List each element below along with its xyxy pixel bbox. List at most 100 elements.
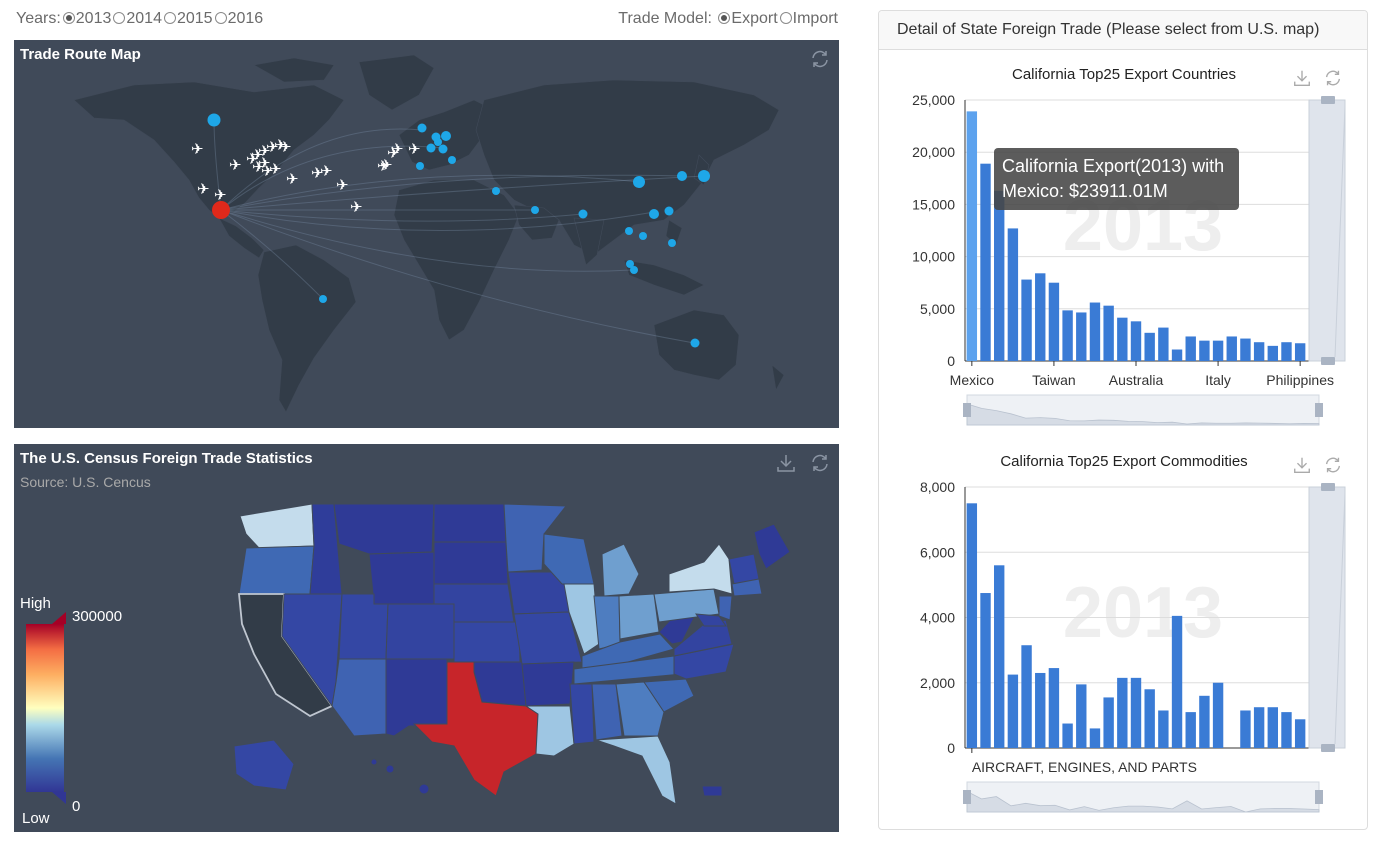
bar[interactable]	[1130, 321, 1142, 361]
bar[interactable]	[1240, 338, 1251, 361]
state-maine[interactable]	[753, 523, 791, 570]
bar[interactable]	[1144, 689, 1155, 748]
bar[interactable]	[980, 593, 991, 748]
point-europe[interactable]	[434, 138, 442, 146]
bar[interactable]	[1048, 282, 1060, 361]
bar[interactable]	[1007, 674, 1019, 748]
year-option-2013[interactable]: 2013	[61, 10, 111, 27]
state-arizona[interactable]	[331, 658, 387, 737]
refresh-icon[interactable]	[809, 48, 831, 70]
state-louisiana[interactable]	[524, 705, 575, 757]
state-colorado[interactable]	[385, 603, 455, 660]
model-option-import[interactable]: Import	[778, 10, 838, 27]
bar[interactable]	[1103, 305, 1114, 361]
bar[interactable]	[1007, 228, 1019, 361]
bar[interactable]	[1212, 682, 1224, 748]
bar[interactable]	[1076, 684, 1087, 748]
state-mississippi[interactable]	[569, 683, 595, 745]
year-option-2014[interactable]: 2014	[111, 10, 162, 27]
bar[interactable]	[994, 190, 1005, 361]
bar[interactable]	[1089, 728, 1101, 748]
bar[interactable]	[980, 163, 991, 361]
bar[interactable]	[1294, 343, 1306, 361]
point-australia[interactable]	[690, 338, 700, 348]
state-maryland[interactable]	[695, 613, 727, 627]
state-north-dakota[interactable]	[433, 503, 507, 543]
territory-puerto-rico[interactable]	[701, 785, 723, 797]
countries-bar-chart[interactable]: 201305,00010,00015,00020,00025,000Mexico…	[879, 88, 1369, 433]
world-map[interactable]: ✈✈ ✈ ✈✈✈ ✈✈✈ ✈✈✈ ✈✈✈ ✈✈✈ ✈ ✈✈ ✈✈ ✈	[14, 40, 839, 428]
bar[interactable]	[1199, 340, 1210, 361]
download-icon[interactable]	[1292, 68, 1314, 90]
bar[interactable]	[1076, 312, 1087, 361]
bar[interactable]	[1089, 302, 1101, 361]
model-option-export[interactable]: Export	[716, 10, 778, 27]
vertical-zoom-slider[interactable]	[1308, 99, 1346, 362]
zoom-handle[interactable]	[1321, 483, 1335, 491]
state-virginia[interactable]	[673, 619, 733, 657]
bar[interactable]	[1199, 695, 1210, 748]
bar[interactable]	[1021, 279, 1032, 361]
bar[interactable]	[1240, 710, 1251, 748]
state-michigan[interactable]	[601, 543, 640, 597]
radio-icon[interactable]	[163, 12, 176, 24]
bar[interactable]	[1158, 327, 1169, 361]
bar[interactable]	[1171, 615, 1183, 748]
vertical-zoom-slider[interactable]	[1308, 486, 1346, 749]
state-south-dakota[interactable]	[433, 541, 509, 585]
zoom-handle[interactable]	[1315, 403, 1323, 417]
zoom-handle[interactable]	[963, 403, 971, 417]
state-new-york[interactable]	[668, 543, 733, 595]
us-trade-map-panel[interactable]: The U.S. Census Foreign Trade Statistics…	[14, 444, 839, 832]
bar[interactable]	[1226, 336, 1237, 361]
point-europe[interactable]	[417, 123, 427, 133]
state-georgia[interactable]	[615, 681, 665, 737]
origin-point-california[interactable]	[212, 201, 230, 219]
bar[interactable]	[1130, 677, 1142, 748]
point-singapore[interactable]	[630, 266, 638, 274]
state-alabama[interactable]	[591, 683, 623, 741]
point-europe[interactable]	[448, 156, 456, 164]
download-icon[interactable]	[775, 452, 797, 474]
point-canada[interactable]	[207, 113, 221, 127]
radio-icon[interactable]	[62, 12, 75, 24]
bar[interactable]	[1185, 712, 1196, 748]
state-oregon[interactable]	[238, 545, 315, 595]
commodities-bar-chart[interactable]: 2013 0 2,000 4,000 6,000 8,000 AIRCRAFT, ENGIN…	[879, 475, 1369, 820]
bar[interactable]	[966, 111, 978, 361]
state-texas[interactable]	[412, 661, 539, 797]
state-hawaii[interactable]	[418, 783, 430, 795]
point-europe[interactable]	[441, 131, 451, 141]
bar[interactable]	[1294, 719, 1306, 748]
bar[interactable]	[1253, 342, 1265, 361]
zoom-handle[interactable]	[963, 790, 971, 804]
state-minnesota[interactable]	[503, 503, 568, 573]
point-vietnam[interactable]	[625, 227, 633, 235]
state-hawaii[interactable]	[385, 764, 395, 774]
point-israel[interactable]	[492, 187, 500, 195]
radio-icon[interactable]	[113, 12, 126, 24]
state-hawaii[interactable]	[370, 758, 378, 766]
bar[interactable]	[966, 503, 978, 748]
point-malaysia[interactable]	[626, 260, 634, 268]
refresh-icon[interactable]	[1323, 68, 1345, 90]
state-idaho[interactable]	[309, 503, 343, 595]
bar[interactable]	[1267, 707, 1278, 748]
point-china[interactable]	[633, 176, 645, 188]
zoom-handle[interactable]	[1321, 96, 1335, 104]
point-thailand[interactable]	[639, 232, 647, 240]
state-florida[interactable]	[595, 735, 677, 805]
radio-icon[interactable]	[718, 12, 731, 24]
state-wyoming[interactable]	[368, 551, 435, 605]
bar[interactable]	[1062, 310, 1073, 361]
state-alaska[interactable]	[233, 739, 295, 791]
point-taiwan[interactable]	[664, 206, 674, 216]
radio-icon[interactable]	[214, 12, 227, 24]
point-europe[interactable]	[426, 143, 436, 153]
point-korea[interactable]	[677, 171, 687, 181]
refresh-icon[interactable]	[809, 452, 831, 474]
point-hongkong[interactable]	[649, 209, 659, 219]
point-india[interactable]	[578, 209, 588, 219]
point-japan[interactable]	[698, 170, 710, 182]
point-philippines[interactable]	[668, 239, 676, 247]
